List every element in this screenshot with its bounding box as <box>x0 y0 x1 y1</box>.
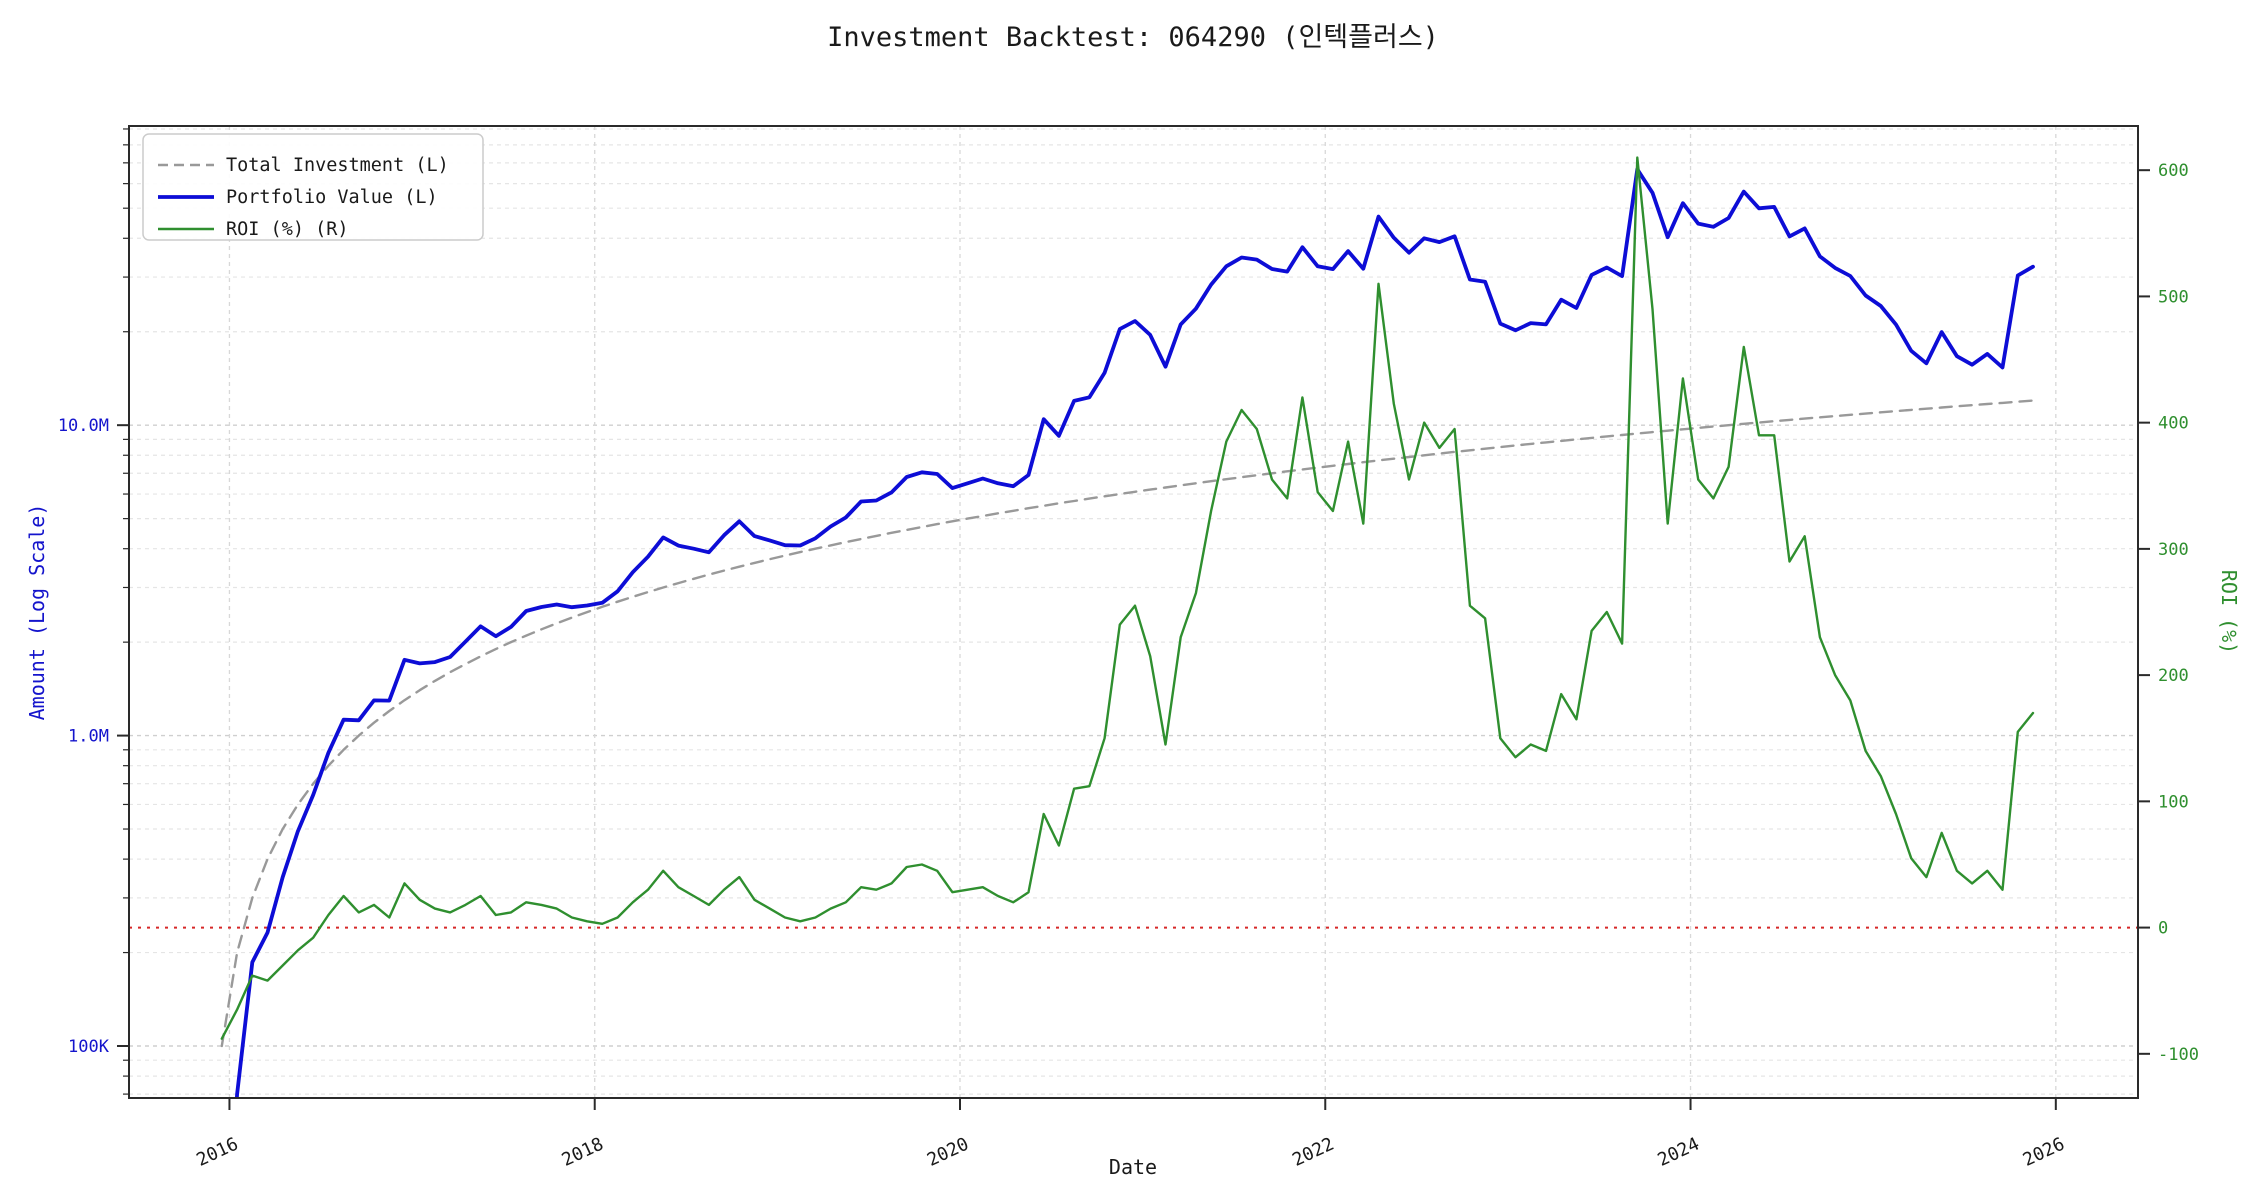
svg-text:2022: 2022 <box>1289 1133 1337 1170</box>
chart-render-layer: 100K 1.0M 10.0M -100 0 100 200 300 400 500 600 2016… <box>58 125 2199 1171</box>
legend-label-total-investment: Total Investment (L) <box>226 155 449 176</box>
svg-text:200: 200 <box>2158 666 2189 686</box>
svg-text:2018: 2018 <box>559 1133 607 1170</box>
svg-text:2016: 2016 <box>193 1133 241 1170</box>
legend: Total Investment (L) Portfolio Value (L)… <box>142 133 484 241</box>
y-axis-label-left: Amount (Log Scale) <box>25 504 49 721</box>
svg-text:2026: 2026 <box>2020 1133 2068 1170</box>
svg-text:500: 500 <box>2158 287 2189 307</box>
series-lines <box>220 156 2035 1098</box>
svg-text:400: 400 <box>2158 414 2189 434</box>
plot-border <box>128 125 2139 1099</box>
legend-box <box>142 133 484 241</box>
svg-text:2020: 2020 <box>924 1133 972 1170</box>
svg-text:300: 300 <box>2158 540 2189 560</box>
svg-text:100K: 100K <box>68 1037 110 1057</box>
gridlines <box>129 126 2138 1098</box>
chart-title: Investment Backtest: 064290 (인텍플러스) <box>827 22 1439 53</box>
series-roi-r <box>220 156 2035 1040</box>
svg-text:1.0M: 1.0M <box>68 727 109 747</box>
tick-labels: 100K 1.0M 10.0M -100 0 100 200 300 400 500 600 2016… <box>58 128 2199 1171</box>
legend-label-portfolio-value: Portfolio Value (L) <box>226 187 438 208</box>
y-axis-label-right: ROI (%) <box>2217 570 2241 654</box>
svg-text:600: 600 <box>2158 161 2189 181</box>
series-portfolio-value-l <box>234 167 2035 1098</box>
series-total-investment-l <box>220 399 2035 1048</box>
svg-text:100: 100 <box>2158 792 2189 812</box>
x-axis-label: Date <box>1109 1155 1157 1179</box>
legend-label-roi: ROI (%) (R) <box>226 219 349 240</box>
svg-text:2024: 2024 <box>1654 1133 1702 1170</box>
svg-text:0: 0 <box>2158 919 2168 939</box>
svg-text:-100: -100 <box>2158 1045 2199 1065</box>
svg-text:10.0M: 10.0M <box>58 416 109 436</box>
